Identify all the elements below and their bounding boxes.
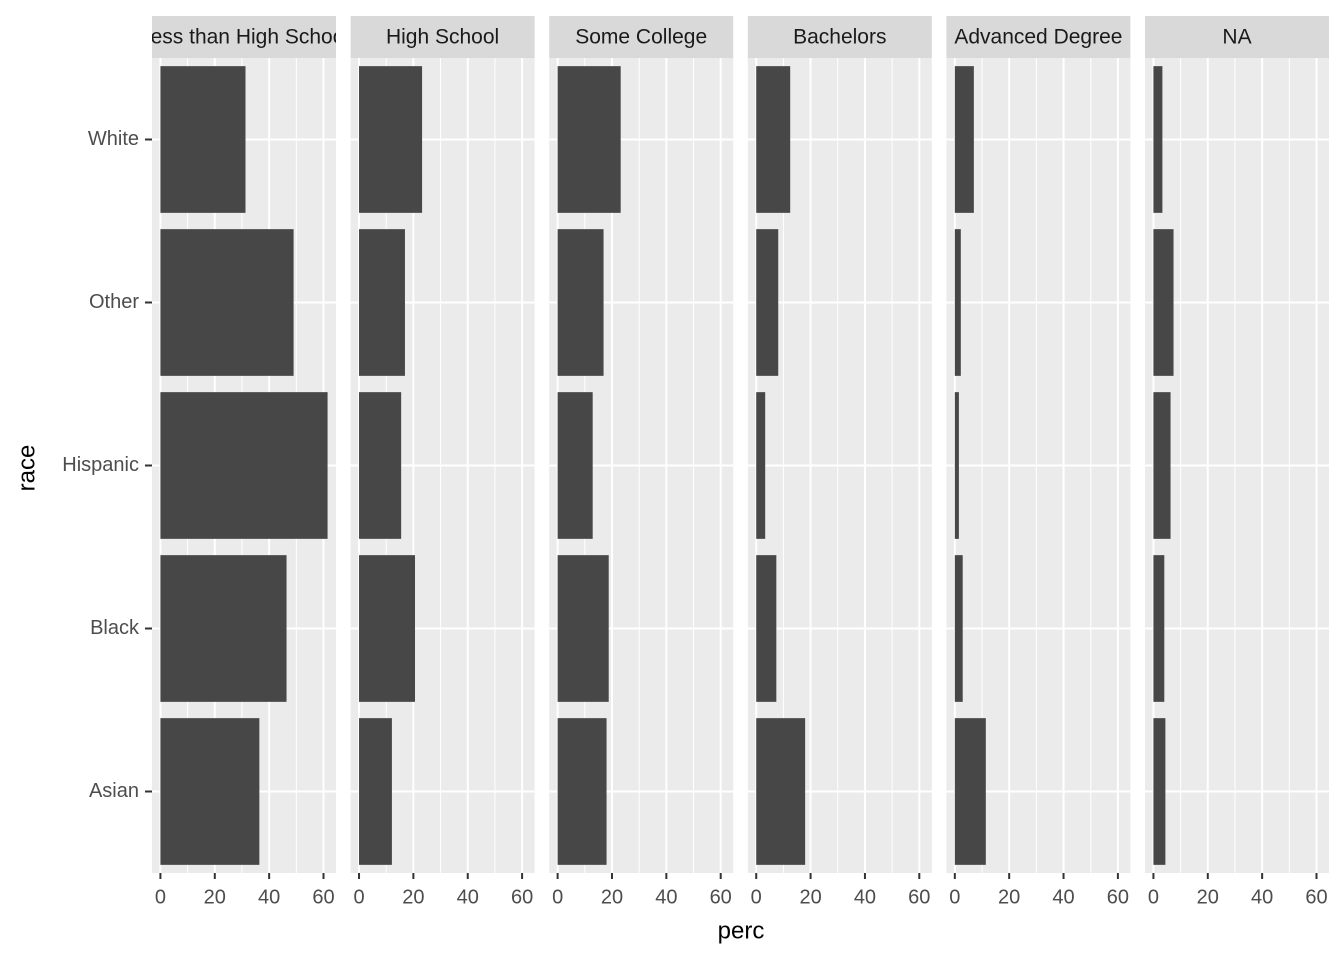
strip-background [152,16,336,58]
x-tick-label: 40 [655,886,677,908]
x-tick-label: 60 [710,886,732,908]
facet-title: Bachelors [793,26,886,49]
bar [1153,718,1166,865]
strip-background [747,16,932,58]
bar [160,555,287,702]
bar [557,66,621,213]
x-tick-label: 60 [511,886,533,908]
x-tick-label: 20 [204,886,226,908]
bar [756,66,791,213]
x-tick-label: 0 [949,886,960,908]
y-tick-label: Asian [89,780,139,802]
x-tick-label: 60 [1107,886,1129,908]
bar [1153,229,1174,376]
bar [160,718,260,865]
bar [160,392,328,539]
x-tick-label: 0 [751,886,762,908]
y-tick-label: Other [89,291,139,313]
x-tick-label: 60 [1305,886,1327,908]
x-tick-label: 20 [799,886,821,908]
y-tick-label: White [88,128,139,150]
facet-title: Advanced Degree [954,26,1122,49]
strip-background [549,16,734,58]
x-tick-label: 0 [552,886,563,908]
y-axis-label: race [13,445,40,492]
bar [756,229,779,376]
bar [756,555,777,702]
y-tick-label: Hispanic [62,454,139,476]
bar [359,392,402,539]
bar [1153,392,1171,539]
y-tick-label: Black [90,617,140,639]
bar [954,392,959,539]
bar [557,229,604,376]
strip-background [1145,16,1329,58]
x-tick-label: 40 [1251,886,1273,908]
x-axis-label: perc [718,917,765,944]
x-tick-label: 20 [998,886,1020,908]
x-tick-label: 20 [601,886,623,908]
x-tick-label: 20 [1197,886,1219,908]
facet-title: NA [1222,26,1251,49]
bar [359,555,416,702]
bar [954,718,986,865]
bar [557,392,593,539]
bar [359,66,423,213]
bar [160,66,246,213]
x-tick-label: 40 [457,886,479,908]
bar [1153,66,1163,213]
x-tick-label: 40 [854,886,876,908]
x-tick-label: 60 [312,886,334,908]
facet-title: High School [386,26,499,49]
x-tick-label: 0 [353,886,364,908]
bar [160,229,294,376]
x-tick-label: 0 [1148,886,1159,908]
x-tick-label: 40 [1052,886,1074,908]
bar [954,555,963,702]
facet-title: Less than High School [139,26,349,49]
x-tick-label: 40 [258,886,280,908]
bar [756,718,806,865]
strip-background [946,16,1131,58]
strip-background [350,16,535,58]
bar [359,229,405,376]
x-tick-label: 20 [402,886,424,908]
bar [954,66,974,213]
bar [557,555,609,702]
facet-title: Some College [575,26,707,49]
bar [954,229,961,376]
x-tick-label: 60 [908,886,930,908]
bar [359,718,392,865]
x-tick-label: 0 [155,886,166,908]
bar [1153,555,1165,702]
bar [557,718,607,865]
bar [756,392,766,539]
